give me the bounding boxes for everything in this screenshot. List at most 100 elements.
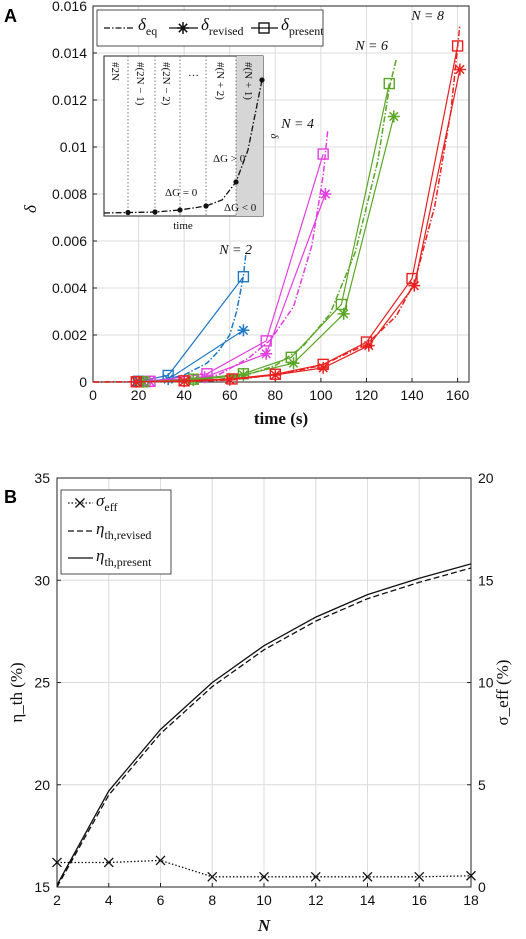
b-y-left-tick-label-4: 35: [34, 470, 50, 486]
b-x-axis-label: N: [257, 916, 271, 935]
inset-dot-2: [177, 207, 183, 213]
series-1-revised-point-3: [319, 188, 332, 200]
panel-b-letter: B: [4, 487, 17, 507]
series-3-revised-point-3: [269, 368, 282, 381]
b-y-left-tick-label-2: 25: [34, 675, 50, 691]
x-tick-label-6: 120: [355, 387, 379, 403]
legend-a: δeq δrevised δpresent: [96, 9, 324, 47]
series-3: [92, 24, 466, 388]
b-y-left-axis-label: η_th (%): [7, 662, 26, 722]
series-2-revised-point-4: [337, 307, 350, 320]
inset-dot-3: [203, 203, 209, 209]
y-tick-label-6: 0.012: [52, 92, 87, 108]
series-3-present-point-5: [360, 336, 373, 348]
chart-b: 2 4 6 8 10 12 14 16 18 15 20 25 30 35 0 5 10 15 20 Nη_th (%…: [7, 470, 512, 935]
b-series-sigma-point-3: [207, 871, 218, 882]
b-x-tick-label-3: 8: [208, 892, 216, 908]
x-tick-label-3: 60: [222, 387, 238, 403]
series-label-0: N = 2: [218, 243, 252, 258]
b-series-sigma-point-1: [103, 857, 114, 868]
b-x-tick-label-6: 14: [360, 892, 376, 908]
series-3-revised-point-4: [317, 361, 330, 374]
x-tick-label-5: 100: [309, 387, 333, 403]
chart-a: 0 20 40 60 80 100 120 140 160 0 0.002 0.004 0.006 0.0…: [21, 0, 470, 428]
legend-present-b-label: ηth,present: [96, 546, 152, 569]
inset-y-label: δ: [268, 133, 280, 139]
series-0-present-point-2: [237, 271, 250, 283]
inset-shaded-region: [236, 56, 263, 216]
y-tick-label-2: 0.004: [52, 280, 87, 296]
series-2-present-point-5: [383, 77, 395, 90]
b-x-tick-label-0: 2: [53, 892, 61, 908]
inset-curve: [103, 79, 263, 214]
legend-sigma-marker: [75, 498, 85, 508]
inset-column-label-3: …: [188, 67, 199, 79]
series-3-revised-point-7: [453, 63, 466, 76]
series-0-present-line: [138, 276, 244, 382]
legend-revised-marker: [177, 22, 189, 34]
series-3-revised-point-5: [362, 339, 375, 352]
b-series-sigma-point-5: [310, 871, 321, 882]
series-1-revised-line: [149, 193, 326, 383]
x-tick-label-0: 0: [89, 387, 97, 403]
b-series-revised-line: [56, 567, 472, 888]
b-series-sigma-point-6: [362, 871, 373, 882]
x-tick-label-2: 40: [176, 387, 192, 403]
inset-column-label-2: #(2N − 2): [160, 62, 172, 106]
inset-x-label: time: [173, 220, 193, 232]
y-tick-label-3: 0.006: [52, 233, 87, 249]
series-3-present-point-2: [226, 373, 238, 385]
series-3-present-point-1: [178, 375, 190, 387]
series-2-revised-point-3: [287, 357, 300, 370]
x-tick-label-1: 20: [131, 387, 147, 403]
inset: #2N #(2N − 1) #(2N − 2) … #(N + 2) #(N + 1) ΔG…: [103, 55, 280, 232]
b-series-present-line: [56, 563, 472, 886]
x-tick-label-8: 160: [446, 387, 470, 403]
b-y-right-tick-label-0: 0: [478, 879, 486, 895]
series-1-eq-line: [92, 130, 329, 383]
b-x-tick-label-8: 18: [463, 892, 479, 908]
inset-dot-4: [233, 179, 239, 185]
legend-revised-b-label: ηth,revised: [96, 519, 151, 542]
inset-annotation-lt: ΔG < 0: [224, 202, 257, 214]
x-tick-label-4: 80: [268, 387, 284, 403]
b-x-tick-label-2: 6: [157, 892, 165, 908]
legend-sigma-label: σeff: [96, 491, 118, 514]
y-axis-label: δ: [21, 204, 40, 213]
series-1-revised-point-1: [198, 371, 211, 384]
y-tick-label-7: 0.014: [52, 45, 87, 61]
inset-dot-5: [259, 77, 265, 83]
inset-annotation-eq: ΔG = 0: [165, 187, 198, 199]
series-3-present-point-7: [451, 40, 464, 52]
series-label-3: N = 8: [410, 9, 444, 24]
series-1-present-point-3: [317, 148, 329, 160]
b-x-tick-label-4: 10: [256, 892, 272, 908]
y-tick-label-8: 0.016: [52, 0, 87, 14]
legend-present-label: δpresent: [281, 15, 324, 38]
series-2-revised-point-5: [387, 110, 400, 123]
inset-dot-1: [152, 209, 158, 215]
b-y-right-tick-label-2: 10: [478, 675, 494, 691]
series-2-present-point-3: [285, 351, 297, 364]
b-x-tick-label-7: 16: [411, 892, 427, 908]
b-series-sigma-line: [57, 859, 472, 878]
inset-column-label-5: #(N + 1): [242, 62, 254, 100]
x-axis-label: time (s): [254, 409, 308, 428]
b-y-left-tick-label-3: 30: [34, 572, 50, 588]
b-y-left-tick-label-1: 20: [34, 777, 50, 793]
series-3-present-line: [136, 45, 459, 383]
y-tick-label-5: 0.01: [60, 139, 87, 155]
b-y-right-tick-label-4: 20: [478, 470, 494, 486]
b-x-tick-label-1: 4: [105, 892, 113, 908]
series-3-present-point-6: [406, 272, 418, 285]
series-3-revised-point-0: [130, 375, 143, 388]
series-3-revised-point-2: [223, 373, 236, 386]
legend-a-box: [96, 9, 324, 47]
b-series-sigma-point-7: [414, 871, 425, 882]
inset-column-label-0: #2N: [109, 62, 121, 81]
series-0-eq-line: [92, 255, 247, 383]
series-0: [92, 255, 250, 388]
series-2-present-point-1: [187, 373, 199, 385]
legend-b: σeff ηth,revised ηth,present: [60, 489, 172, 575]
legend-present-marker: [258, 22, 270, 34]
